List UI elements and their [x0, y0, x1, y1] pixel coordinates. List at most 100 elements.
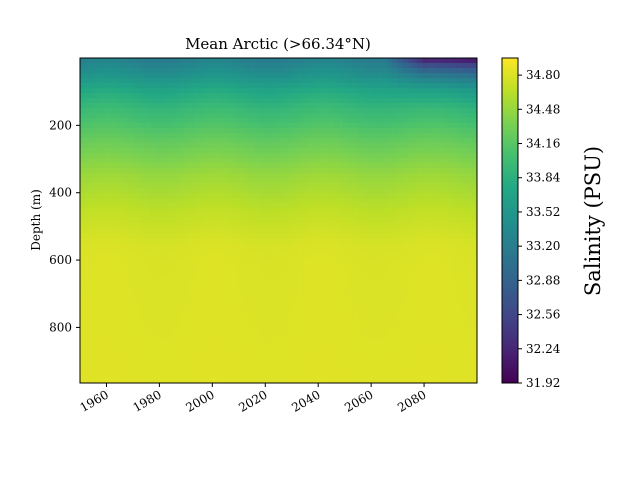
heatmap-cell: [109, 353, 116, 359]
heatmap-cell: [144, 128, 151, 134]
heatmap-cell: [99, 163, 106, 169]
heatmap-cell: [362, 343, 369, 349]
heatmap-cell: [213, 263, 220, 269]
heatmap-cell: [209, 223, 215, 229]
heatmap-cell: [149, 58, 156, 64]
heatmap-cell: [382, 333, 389, 339]
heatmap-cell: [372, 133, 379, 139]
heatmap-cell: [382, 373, 389, 379]
heatmap-cell: [288, 68, 294, 74]
heatmap-cell: [258, 153, 265, 159]
heatmap-cell: [417, 213, 424, 219]
heatmap-cell: [189, 203, 195, 209]
heatmap-cell: [248, 258, 255, 264]
heatmap-cell: [318, 133, 324, 139]
heatmap-cell: [298, 178, 304, 184]
heatmap-cell: [258, 368, 265, 374]
heatmap-cell: [422, 178, 428, 184]
heatmap-cell: [288, 168, 294, 174]
heatmap-cell: [253, 118, 260, 124]
heatmap-cell: [89, 178, 96, 184]
heatmap-cell: [233, 238, 240, 244]
heatmap-cell: [189, 123, 195, 129]
heatmap-cell: [447, 248, 453, 254]
heatmap-cell: [263, 363, 270, 369]
heatmap-cell: [238, 63, 245, 69]
heatmap-cell: [194, 78, 200, 84]
heatmap-cell: [218, 88, 225, 94]
heatmap-cell: [248, 353, 255, 359]
heatmap-cell: [293, 188, 299, 194]
heatmap-cell: [372, 363, 379, 369]
heatmap-cell: [199, 358, 205, 364]
heatmap-cell: [124, 293, 131, 299]
heatmap-cell: [84, 263, 91, 269]
heatmap-cell: [407, 328, 414, 334]
heatmap-cell: [357, 63, 364, 69]
heatmap-cell: [104, 323, 111, 329]
heatmap-cell: [164, 88, 170, 94]
heatmap-cell: [238, 343, 245, 349]
heatmap-cell: [204, 118, 210, 124]
heatmap-cell: [129, 188, 136, 194]
heatmap-cell: [333, 313, 339, 319]
heatmap-cell: [84, 103, 91, 109]
heatmap-cell: [258, 88, 265, 94]
heatmap-cell: [447, 323, 453, 329]
heatmap-cell: [238, 143, 245, 149]
heatmap-cell: [228, 323, 235, 329]
heatmap-cell: [263, 198, 270, 204]
heatmap-cell: [372, 218, 379, 224]
heatmap-cell: [432, 183, 438, 189]
heatmap-cell: [124, 253, 131, 259]
heatmap-cell: [437, 353, 443, 359]
heatmap-cell: [278, 283, 285, 289]
heatmap-cell: [427, 198, 433, 204]
heatmap-cell: [278, 118, 285, 124]
heatmap-cell: [437, 78, 443, 84]
heatmap-cell: [427, 153, 433, 159]
heatmap-cell: [313, 183, 319, 189]
heatmap-cell: [238, 108, 245, 114]
heatmap-cell: [89, 293, 96, 299]
heatmap-cell: [228, 268, 235, 274]
heatmap-cell: [273, 78, 280, 84]
heatmap-cell: [159, 278, 165, 284]
heatmap-cell: [238, 208, 245, 214]
heatmap-cell: [273, 213, 280, 219]
heatmap-cell: [253, 263, 260, 269]
heatmap-cell: [139, 328, 146, 334]
heatmap-cell: [432, 278, 438, 284]
heatmap-cell: [442, 168, 448, 174]
heatmap-cell: [184, 108, 190, 114]
heatmap-cell: [278, 188, 285, 194]
heatmap-cell: [159, 178, 165, 184]
heatmap-cell: [174, 238, 180, 244]
heatmap-cell: [382, 318, 389, 324]
heatmap-cell: [362, 243, 369, 249]
heatmap-cell: [407, 88, 414, 94]
heatmap-cell: [432, 168, 438, 174]
heatmap-cell: [352, 63, 359, 69]
heatmap-cell: [352, 173, 359, 179]
heatmap-cell: [189, 108, 195, 114]
heatmap-cell: [80, 208, 86, 214]
heatmap-cell: [323, 133, 329, 139]
heatmap-cell: [347, 298, 354, 304]
heatmap-cell: [323, 303, 329, 309]
heatmap-cell: [402, 308, 409, 314]
heatmap-cell: [164, 373, 170, 379]
heatmap-cell: [228, 108, 235, 114]
heatmap-cell: [109, 218, 116, 224]
heatmap-cell: [293, 263, 299, 269]
heatmap-cell: [204, 323, 210, 329]
heatmap-cell: [209, 278, 215, 284]
heatmap-cell: [318, 278, 324, 284]
heatmap-cell: [298, 248, 304, 254]
heatmap-cell: [204, 83, 210, 89]
heatmap-cell: [243, 308, 250, 314]
heatmap-cell: [164, 168, 170, 174]
heatmap-cell: [457, 183, 463, 189]
heatmap-cell: [124, 183, 131, 189]
heatmap-cell: [258, 378, 265, 383]
